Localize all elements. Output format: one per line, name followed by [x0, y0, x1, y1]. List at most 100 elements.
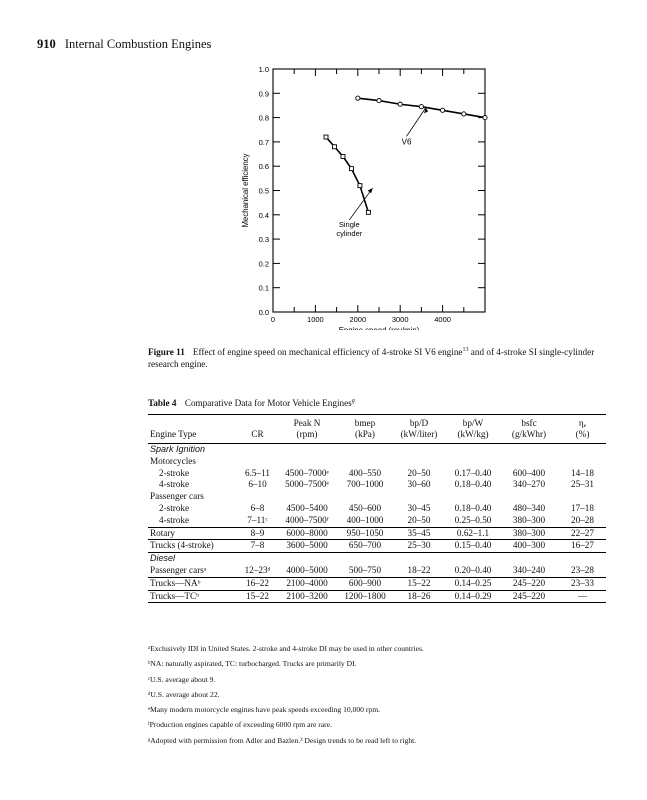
- row-label: 2-stroke: [159, 467, 190, 478]
- table-cell: 450–600: [348, 502, 382, 513]
- table-cell: 25–30: [391, 539, 447, 553]
- section-heading: Spark Ignition: [150, 444, 206, 454]
- table-title-mark: g: [351, 398, 355, 404]
- table-cell: 18–26: [391, 589, 447, 604]
- table-cell: 3600–5000: [275, 539, 339, 553]
- table-cell: 35–45: [391, 526, 447, 540]
- table-cell: 0.15–0.40: [447, 539, 499, 553]
- group-heading: Passenger cars: [150, 491, 204, 502]
- header-engine-type: Engine Type: [150, 429, 197, 439]
- table-cell: 245–220: [499, 589, 559, 604]
- table-cell: 20–50: [407, 514, 431, 525]
- row-label: Trucks—NAᵇ: [148, 576, 240, 591]
- table-cell: 12–23ᵈ: [244, 564, 271, 575]
- footnote: ᵍAdopted with permission from Adler and …: [148, 735, 417, 745]
- x-tick-label: 4000: [434, 315, 451, 324]
- single-cylinder-annotation-line2: cylinder: [336, 229, 362, 238]
- table-cell: 0.14–0.29: [447, 589, 499, 604]
- table-cell: 700–1000: [346, 479, 384, 490]
- table-row: Trucks—NAᵇ 16–22 2100–4000 600–900 15–22 0.14…: [148, 576, 606, 591]
- table-cell: 30–60: [407, 479, 431, 490]
- x-tick-label: 0: [271, 315, 275, 324]
- table-cell: 380–300: [512, 514, 546, 525]
- data-point: [397, 101, 403, 107]
- y-tick-label: 0.4: [259, 211, 269, 220]
- header-bp-w: bp/W (kW/kg): [457, 418, 489, 439]
- table-cell: 650–700: [339, 539, 391, 553]
- v6-pointer: [406, 107, 426, 137]
- single-cylinder-annotation: Single: [339, 220, 360, 229]
- data-point: [340, 154, 346, 159]
- header-bsfc: bsfc (g/kWhr): [511, 418, 547, 439]
- table-cell: 15–22: [391, 576, 447, 591]
- row-label: Trucks—TCᵇ: [148, 589, 240, 604]
- figure-caption: Figure 11 Effect of engine speed on mecha…: [148, 344, 604, 370]
- table-cell: 0.25–0.50: [454, 514, 492, 525]
- table-body: Spark Ignition Motorcycles 2-stroke 6.5–11 4…: [148, 444, 606, 604]
- table-cell: 6–8: [250, 502, 265, 513]
- table-cell: 25–31: [571, 479, 594, 490]
- data-point: [365, 209, 371, 215]
- table-cell: 20–28: [571, 514, 594, 525]
- row-label: 2-stroke: [159, 502, 190, 513]
- footnote: ᶜU.S. average about 9.: [148, 674, 216, 684]
- series-single-cylinder: [323, 134, 371, 215]
- table-footnotes: ᵃExclusively IDI in United States. 2-str…: [148, 641, 608, 748]
- data-point: [376, 98, 382, 104]
- table-cell: 20–50: [407, 467, 431, 478]
- single-cylinder-arrowhead: [367, 188, 373, 194]
- header-peak-n: Peak N (rpm): [293, 418, 321, 439]
- y-tick-label: 0.0: [259, 308, 269, 317]
- table-row: Spark Ignition: [148, 444, 606, 456]
- engine-data-table: Engine Type CR Peak N (rpm) bmep (kPa) bp/…: [148, 414, 606, 604]
- row-label: Passenger carsᵃ: [150, 564, 207, 575]
- header-cr: CR: [251, 429, 264, 439]
- row-label: 4-stroke: [159, 514, 190, 525]
- table-row: Motorcycles: [148, 456, 606, 468]
- y-tick-label: 0.7: [259, 138, 269, 147]
- table-row: 2-stroke 6–8 4500–5400 450–600 30–45 0.18–0.4…: [148, 503, 606, 515]
- figure-caption-text: Effect of engine speed on mechanical eff…: [192, 347, 463, 358]
- y-tick-label: 0.6: [259, 162, 269, 171]
- table-cell: 0.18–0.40: [454, 479, 492, 490]
- table-cell: —: [559, 589, 606, 604]
- running-title: Internal Combustion Engines: [64, 37, 212, 51]
- y-tick-label: 0.8: [259, 114, 269, 123]
- table-cell: 7–11ᶜ: [247, 514, 268, 525]
- table-cell: 23–33: [559, 576, 606, 591]
- table-header-row: Engine Type CR Peak N (rpm) bmep (kPa) bp/…: [148, 415, 606, 444]
- page-header: 910 Internal Combustion Engines: [37, 37, 211, 52]
- table-cell: 0.17–0.40: [454, 467, 492, 478]
- table-cell: 2100–4000: [275, 576, 339, 591]
- data-point: [482, 115, 488, 121]
- table-cell: 18–22: [407, 564, 431, 575]
- mechanical-efficiency-chart: 0.0 0.1 0.2 0.3 0.4 0.5 0.6 0.7 0.8 0.9 1.0 0 1000 20…: [241, 65, 488, 330]
- page-number: 910: [37, 37, 56, 51]
- footnote: ᵃExclusively IDI in United States. 2-str…: [148, 644, 424, 653]
- y-axis-label: Mechanical efficiency: [241, 153, 250, 227]
- table-cell: 4000–7500ᶠ: [285, 514, 329, 525]
- footnote: ᵈU.S. average about 22.: [148, 689, 220, 699]
- table-cell: 5000–7500ᵉ: [285, 479, 329, 490]
- single-cylinder-pointer: [348, 187, 373, 221]
- table-cell: 400–1000: [346, 514, 384, 525]
- table-cell: 15–22: [240, 589, 275, 604]
- table-row: 4-stroke 7–11ᶜ 4000–7500ᶠ 400–1000 20–50 0.25…: [148, 515, 606, 527]
- footnote: ᵉMany modern motorcycle engines have pea…: [148, 705, 381, 715]
- data-point: [355, 95, 361, 101]
- data-point: [418, 104, 424, 110]
- table-cell: 1200–1800: [339, 589, 391, 604]
- y-tick-label: 0.3: [259, 235, 269, 244]
- header-eta: ηₑ (%): [575, 418, 590, 439]
- data-point: [323, 134, 329, 140]
- y-tick-label: 0.1: [259, 284, 269, 293]
- table-cell: 14–18: [571, 467, 594, 478]
- y-tick-label: 0.5: [259, 187, 269, 196]
- table-cell: 16–27: [559, 539, 606, 553]
- v6-arrowhead: [424, 107, 429, 114]
- x-tick-label: 3000: [392, 315, 409, 324]
- table-title-text: Comparative Data for Motor Vehicle Engin…: [184, 398, 352, 409]
- table-cell: 7–8: [240, 539, 275, 553]
- table-label: Table 4: [148, 398, 177, 409]
- table-cell: 6000–8000: [275, 526, 339, 540]
